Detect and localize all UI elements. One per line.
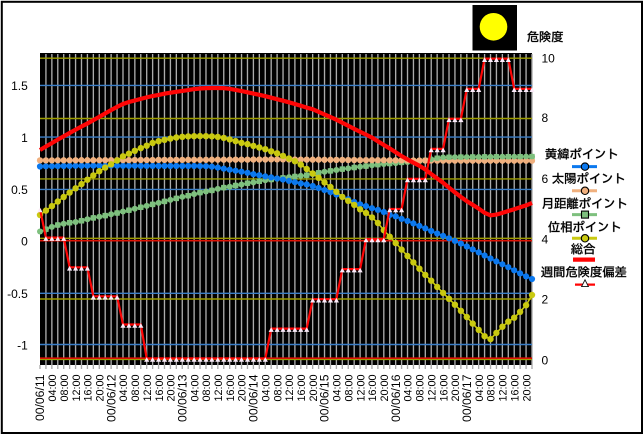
svg-text:12:00: 12:00 (284, 375, 296, 402)
svg-text:04:00: 04:00 (332, 375, 344, 402)
svg-text:04:00: 04:00 (261, 375, 273, 402)
svg-text:12:00: 12:00 (142, 375, 154, 402)
svg-text:12:00: 12:00 (71, 375, 83, 402)
svg-text:0.5: 0.5 (11, 183, 28, 197)
svg-text:1: 1 (21, 131, 28, 145)
svg-text:12:00: 12:00 (355, 375, 367, 402)
svg-text:08:00: 08:00 (486, 375, 498, 402)
svg-text:12:00: 12:00 (498, 374, 510, 401)
svg-text:6: 6 (542, 172, 549, 186)
svg-text:04:00: 04:00 (189, 375, 201, 402)
svg-text:04:00: 04:00 (118, 375, 130, 402)
svg-text:8: 8 (542, 111, 549, 125)
svg-text:20:00: 20:00 (308, 375, 320, 402)
svg-text:16:00: 16:00 (438, 375, 450, 402)
svg-text:00/06/15: 00/06/15 (318, 374, 332, 422)
svg-text:00/06/17: 00/06/17 (460, 374, 474, 422)
svg-text:00/06/14: 00/06/14 (247, 374, 261, 422)
svg-text:00/06/12: 00/06/12 (104, 374, 118, 422)
svg-text:08:00: 08:00 (272, 375, 284, 402)
svg-text:1.5: 1.5 (11, 79, 28, 93)
svg-text:04:00: 04:00 (474, 375, 486, 402)
svg-text:16:00: 16:00 (509, 375, 521, 402)
svg-text:16:00: 16:00 (225, 375, 237, 402)
svg-text:04:00: 04:00 (403, 375, 415, 402)
svg-text:0: 0 (542, 353, 549, 367)
svg-text:20:00: 20:00 (450, 375, 462, 402)
svg-text:2: 2 (542, 293, 549, 307)
svg-text:4: 4 (542, 232, 549, 246)
svg-text:20:00: 20:00 (521, 375, 533, 402)
svg-text:20:00: 20:00 (237, 375, 249, 402)
svg-text:00/06/11: 00/06/11 (33, 374, 47, 421)
svg-text:08:00: 08:00 (201, 375, 213, 402)
svg-text:0: 0 (21, 235, 28, 249)
svg-text:00/06/16: 00/06/16 (389, 374, 403, 422)
svg-text:16:00: 16:00 (154, 375, 166, 402)
svg-text:08:00: 08:00 (130, 375, 142, 402)
svg-text:00/06/13: 00/06/13 (176, 374, 190, 422)
svg-text:16:00: 16:00 (296, 375, 308, 402)
svg-text:12:00: 12:00 (426, 375, 438, 402)
svg-text:-1: -1 (17, 339, 28, 353)
svg-text:20:00: 20:00 (95, 375, 107, 402)
svg-text:08:00: 08:00 (343, 375, 355, 402)
svg-text:-0.5: -0.5 (7, 287, 28, 301)
svg-text:04:00: 04:00 (47, 375, 59, 402)
svg-text:20:00: 20:00 (379, 375, 391, 402)
svg-text:16:00: 16:00 (83, 375, 95, 402)
svg-text:16:00: 16:00 (367, 375, 379, 402)
svg-text:10: 10 (542, 52, 556, 66)
svg-text:08:00: 08:00 (415, 375, 427, 402)
svg-text:08:00: 08:00 (59, 375, 71, 402)
svg-text:12:00: 12:00 (213, 375, 225, 402)
svg-text:20:00: 20:00 (166, 375, 178, 402)
